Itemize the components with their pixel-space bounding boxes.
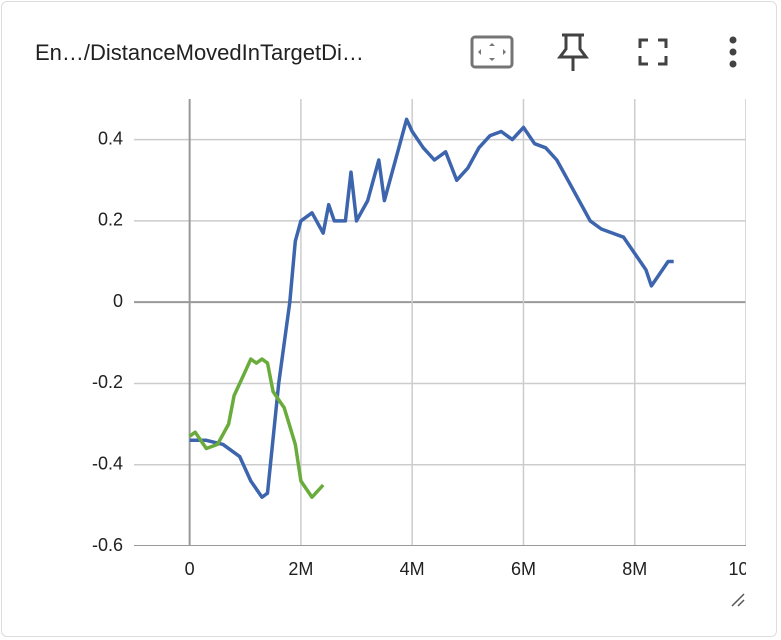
- y-tick-label: -0.2: [92, 372, 123, 392]
- y-tick-label: 0: [113, 291, 123, 311]
- y-tick-label: 0.2: [98, 210, 123, 230]
- more-button[interactable]: [729, 36, 737, 68]
- dot[interactable]: [729, 36, 737, 44]
- y-axis-labels: -0.6 -0.4 -0.2 0 0.2 0.4: [92, 128, 123, 554]
- pin-button[interactable]: [557, 33, 589, 71]
- dot[interactable]: [729, 48, 737, 56]
- x-tick-label: 2M: [288, 559, 313, 579]
- fullscreen-icon[interactable]: [638, 38, 668, 66]
- x-tick-label: 6M: [511, 559, 536, 579]
- x-axis-labels: 0 2M 4M 6M 8M 10M: [185, 559, 763, 579]
- resize-handle[interactable]: [731, 593, 745, 607]
- series-line: [188, 357, 325, 499]
- y-tick-label: -0.6: [92, 535, 123, 555]
- plot-area: [134, 99, 746, 546]
- fit-icon[interactable]: [470, 35, 514, 69]
- card-title: En…/DistanceMovedInTargetDi…: [35, 40, 364, 65]
- x-tick-label: 8M: [622, 559, 647, 579]
- y-tick-label: -0.4: [92, 453, 123, 473]
- x-tick-label: 4M: [400, 559, 425, 579]
- fit-domain-button[interactable]: [470, 35, 514, 69]
- series-line: [189, 117, 674, 499]
- fit-arrows[interactable]: [478, 43, 506, 61]
- pin-icon[interactable]: [557, 33, 589, 71]
- fullscreen-button[interactable]: [638, 38, 668, 66]
- y-tick-label: 0.4: [98, 128, 123, 148]
- x-tick-label: 0: [185, 559, 195, 579]
- dot[interactable]: [729, 60, 737, 68]
- x-tick-label: 10M: [728, 559, 763, 579]
